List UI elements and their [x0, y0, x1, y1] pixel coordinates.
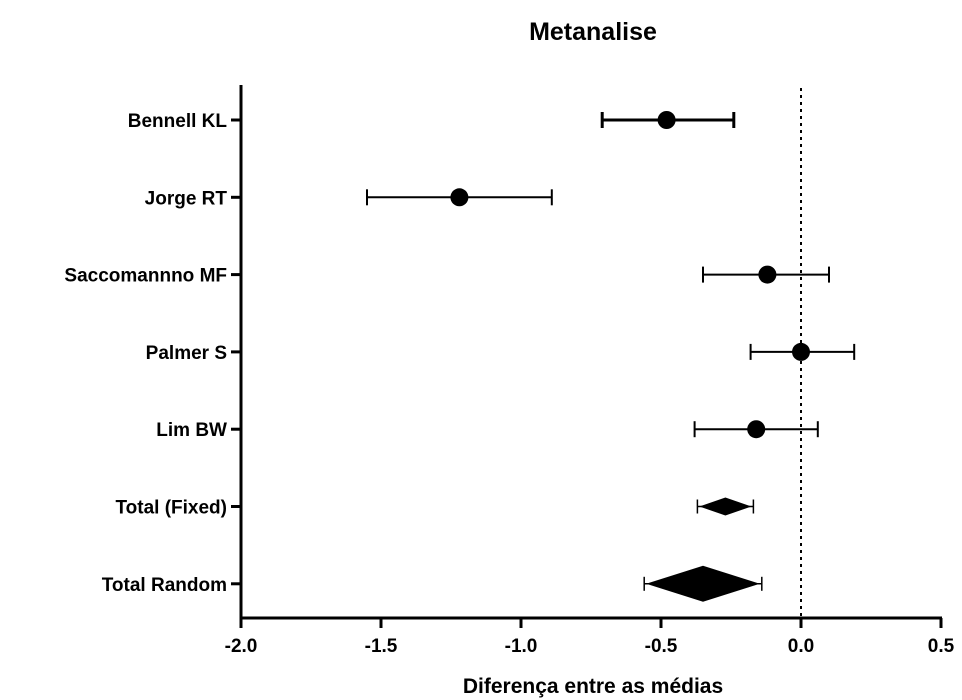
chart-title: Metanalise	[529, 18, 657, 46]
point-estimate	[450, 188, 469, 207]
summary-diamond	[646, 565, 760, 602]
study-label: Total Random	[102, 575, 227, 596]
x-tick-label: -2.0	[225, 636, 258, 657]
study-label: Saccomannno MF	[64, 266, 227, 287]
study-label: Total (Fixed)	[115, 498, 227, 519]
x-tick-label: -0.5	[645, 636, 678, 657]
study-label: Jorge RT	[145, 188, 228, 209]
x-tick-label: -1.0	[505, 636, 538, 657]
study-label: Palmer S	[146, 343, 227, 364]
point-estimate	[747, 420, 766, 439]
point-estimate	[657, 111, 676, 129]
x-tick-label: -1.5	[365, 636, 398, 657]
summary-diamond	[699, 497, 752, 516]
point-estimate	[758, 265, 777, 284]
study-label: Lim BW	[156, 420, 227, 441]
x-axis-label: Diferença entre as médias	[463, 675, 723, 698]
chart-marks: -2.0 -1.5 -1.0 -0.5 0.0 0.5 Bennell KL Jorge RT…	[64, 88, 955, 657]
point-estimate	[792, 342, 810, 361]
study-label: Bennell KL	[128, 111, 228, 132]
x-tick-label: 0.0	[788, 636, 814, 657]
x-tick-label: 0.5	[928, 636, 955, 657]
